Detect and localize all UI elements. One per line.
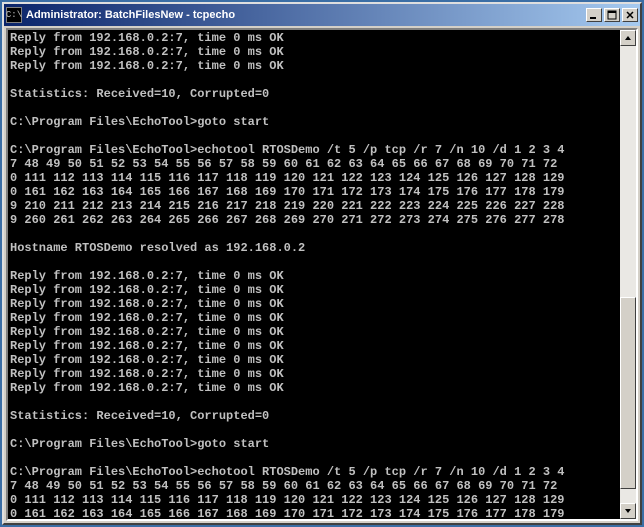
arrow-down-icon: [624, 507, 632, 515]
system-menu-icon[interactable]: C:\: [6, 7, 22, 23]
console-line: Reply from 192.168.0.2:7, time 0 ms OK: [10, 311, 618, 325]
console-line: Reply from 192.168.0.2:7, time 0 ms OK: [10, 353, 618, 367]
arrow-up-icon: [624, 34, 632, 42]
console-line: Reply from 192.168.0.2:7, time 0 ms OK: [10, 59, 618, 73]
console-line: 0 161 162 163 164 165 166 167 168 169 17…: [10, 185, 618, 199]
console-line: Reply from 192.168.0.2:7, time 0 ms OK: [10, 381, 618, 395]
console-line: Hostname RTOSDemo resolved as 192.168.0.…: [10, 241, 618, 255]
console-line: [10, 73, 618, 87]
console-line: Statistics: Received=10, Corrupted=0: [10, 87, 618, 101]
console-line: 9 210 211 212 213 214 215 216 217 218 21…: [10, 199, 618, 213]
console-line: 0 111 112 113 114 115 116 117 118 119 12…: [10, 171, 618, 185]
minimize-button[interactable]: [586, 8, 602, 22]
console-line: [10, 129, 618, 143]
cmd-window: C:\ Administrator: BatchFilesNew - tcpec…: [2, 2, 642, 525]
window-controls: [584, 8, 638, 22]
sysicon-glyph: C:\: [6, 10, 22, 20]
console-line: Reply from 192.168.0.2:7, time 0 ms OK: [10, 297, 618, 311]
console-line: [10, 423, 618, 437]
console-line: 0 161 162 163 164 165 166 167 168 169 17…: [10, 507, 618, 519]
client-area: Reply from 192.168.0.2:7, time 0 ms OKRe…: [6, 28, 638, 521]
console-line: Reply from 192.168.0.2:7, time 0 ms OK: [10, 339, 618, 353]
console-line: Reply from 192.168.0.2:7, time 0 ms OK: [10, 367, 618, 381]
window-title: Administrator: BatchFilesNew - tcpecho: [26, 9, 584, 21]
console-output[interactable]: Reply from 192.168.0.2:7, time 0 ms OKRe…: [8, 30, 620, 519]
console-line: 9 260 261 262 263 264 265 266 267 268 26…: [10, 213, 618, 227]
console-line: [10, 227, 618, 241]
scroll-up-button[interactable]: [620, 30, 636, 46]
maximize-button[interactable]: [604, 8, 620, 22]
console-line: Reply from 192.168.0.2:7, time 0 ms OK: [10, 45, 618, 59]
console-line: C:\Program Files\EchoTool>goto start: [10, 115, 618, 129]
console-line: [10, 395, 618, 409]
console-line: Statistics: Received=10, Corrupted=0: [10, 409, 618, 423]
scroll-track[interactable]: [620, 46, 636, 503]
console-line: Reply from 192.168.0.2:7, time 0 ms OK: [10, 325, 618, 339]
close-button[interactable]: [622, 8, 638, 22]
minimize-icon: [589, 10, 599, 20]
console-line: Reply from 192.168.0.2:7, time 0 ms OK: [10, 269, 618, 283]
console-line: Reply from 192.168.0.2:7, time 0 ms OK: [10, 31, 618, 45]
console-line: C:\Program Files\EchoTool>goto start: [10, 437, 618, 451]
console-line: 7 48 49 50 51 52 53 54 55 56 57 58 59 60…: [10, 157, 618, 171]
maximize-icon: [607, 10, 617, 20]
console-line: 0 111 112 113 114 115 116 117 118 119 12…: [10, 493, 618, 507]
titlebar[interactable]: C:\ Administrator: BatchFilesNew - tcpec…: [4, 4, 640, 26]
console-line: Reply from 192.168.0.2:7, time 0 ms OK: [10, 283, 618, 297]
console-line: C:\Program Files\EchoTool>echotool RTOSD…: [10, 465, 618, 479]
console-line: C:\Program Files\EchoTool>echotool RTOSD…: [10, 143, 618, 157]
scroll-down-button[interactable]: [620, 503, 636, 519]
console-line: [10, 255, 618, 269]
console-line: [10, 101, 618, 115]
scroll-thumb[interactable]: [620, 297, 636, 489]
close-icon: [625, 10, 635, 20]
console-line: 7 48 49 50 51 52 53 54 55 56 57 58 59 60…: [10, 479, 618, 493]
console-line: [10, 451, 618, 465]
vertical-scrollbar[interactable]: [620, 30, 636, 519]
